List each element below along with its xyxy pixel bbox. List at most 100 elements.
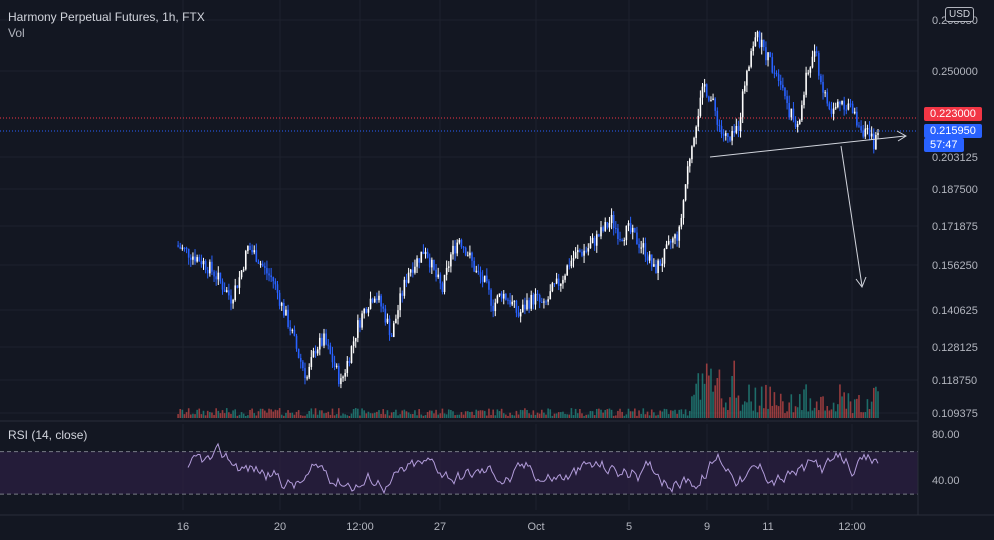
candle-body: [399, 293, 401, 311]
volume-bar: [541, 409, 543, 418]
candle-body: [608, 223, 611, 228]
candle-body: [274, 281, 277, 285]
candle-body: [202, 260, 205, 265]
candle-body: [524, 304, 526, 310]
candle-body: [477, 270, 480, 273]
candle-body: [712, 98, 714, 101]
volume-bar: [228, 412, 230, 418]
volume-bar: [593, 415, 596, 418]
candle-body: [824, 92, 826, 94]
candle-body: [817, 52, 820, 76]
candle-body: [236, 285, 239, 288]
candle-body: [547, 299, 549, 302]
volume-bar: [678, 409, 681, 418]
volume-bar: [623, 415, 626, 418]
candle-body: [581, 251, 583, 256]
candle-body: [680, 217, 683, 227]
candle-body: [382, 306, 385, 309]
candle-body: [775, 72, 778, 75]
volume-bar: [515, 410, 518, 418]
candle-body: [209, 261, 211, 274]
candle-body: [634, 227, 636, 233]
candle-body: [344, 373, 346, 377]
volume-bar: [659, 410, 662, 418]
candle-body: [543, 301, 545, 303]
candle-body: [264, 266, 266, 268]
volume-bar: [653, 412, 655, 418]
candle-body: [627, 223, 630, 226]
volume-bar: [669, 410, 672, 418]
x-tick-label: 20: [274, 521, 286, 533]
volume-bar: [183, 414, 186, 418]
volume-bar: [813, 407, 816, 418]
last-price-tag: 0.223000: [924, 107, 982, 121]
volume-bar: [344, 414, 346, 418]
volume-bar: [460, 412, 463, 418]
volume-bar: [595, 408, 598, 418]
volume-bar: [858, 395, 860, 418]
volume-bar: [826, 406, 829, 418]
volume-bar: [820, 396, 822, 418]
volume-bar: [403, 409, 406, 418]
candle-body: [746, 70, 748, 86]
candle-body: [676, 234, 678, 241]
volume-bar: [703, 383, 706, 418]
volume-bar: [750, 401, 752, 418]
candle-body: [268, 273, 270, 276]
volume-bar: [534, 414, 537, 418]
volume-bar: [822, 396, 824, 418]
candle-body: [796, 124, 799, 128]
volume-bar: [712, 391, 714, 418]
volume-bar: [591, 411, 594, 418]
volume-bar: [445, 414, 448, 418]
volume-bar: [604, 409, 607, 418]
volume-bar: [264, 410, 266, 418]
candle-body: [369, 298, 372, 309]
volume-bar: [443, 413, 446, 418]
x-tick-label: 16: [177, 521, 189, 533]
volume-bar: [433, 413, 435, 418]
candle-body: [314, 350, 317, 354]
volume-bar: [253, 413, 256, 418]
candle-body: [359, 320, 361, 328]
volume-bar: [466, 411, 469, 418]
candle-body: [240, 270, 243, 278]
volume-bar: [517, 414, 520, 418]
candle-body: [428, 257, 431, 268]
price-candles: [177, 30, 879, 389]
volume-bar: [481, 410, 484, 418]
volume-bar: [638, 410, 640, 418]
volume-bar: [424, 415, 427, 418]
candle-body: [697, 115, 700, 127]
candle-body: [458, 239, 461, 243]
volume-bar: [259, 408, 262, 418]
candle-body: [249, 245, 251, 251]
currency-button[interactable]: USD: [945, 7, 975, 22]
countdown-tag: 57:47: [924, 138, 964, 152]
volume-bar: [553, 413, 556, 418]
volume-bar: [325, 412, 327, 418]
y-tick-label: 0.156250: [932, 260, 978, 272]
candle-body: [856, 111, 858, 126]
candle-body: [505, 293, 507, 300]
candle-body: [466, 255, 469, 257]
volume-bar: [733, 360, 736, 418]
candle-body: [496, 295, 499, 303]
y-tick-label: 0.118750: [932, 375, 977, 387]
candle-body: [743, 85, 746, 92]
candle-body: [689, 159, 691, 167]
volume-bar: [428, 410, 431, 418]
volume-bar: [240, 412, 243, 418]
volume-bar: [280, 414, 283, 418]
volume-bar: [185, 412, 188, 418]
candle-body: [870, 133, 873, 137]
volume-bar: [562, 411, 564, 418]
volume-bar: [348, 415, 351, 418]
volume-bar: [458, 414, 461, 418]
candle-body: [538, 295, 541, 302]
volume-bar: [477, 410, 480, 418]
volume-bar: [642, 408, 645, 418]
candle-body: [526, 300, 528, 310]
candle-body: [299, 357, 302, 362]
current-price-tag: 0.215950: [924, 124, 982, 138]
